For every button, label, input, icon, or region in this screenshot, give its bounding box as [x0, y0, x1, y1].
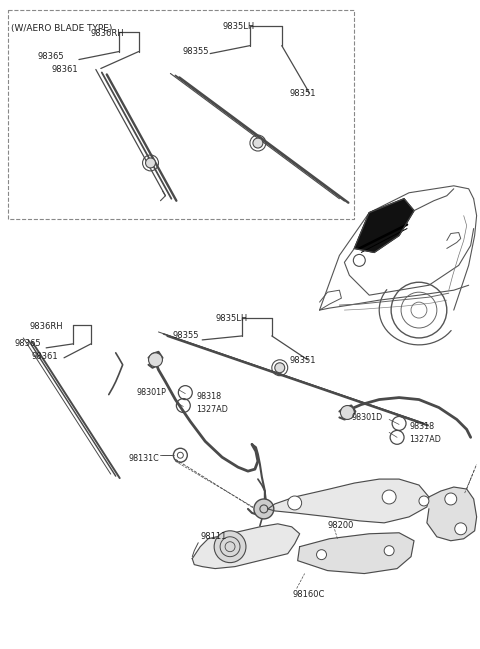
- Circle shape: [214, 531, 246, 563]
- Text: 1327AD: 1327AD: [409, 435, 441, 445]
- Text: 98351: 98351: [290, 356, 316, 365]
- Polygon shape: [268, 479, 429, 523]
- Circle shape: [253, 138, 263, 148]
- Circle shape: [445, 493, 457, 505]
- Polygon shape: [298, 533, 414, 574]
- Text: 98318: 98318: [409, 422, 434, 432]
- Circle shape: [419, 496, 429, 506]
- Circle shape: [145, 158, 156, 168]
- Circle shape: [275, 363, 285, 373]
- Text: 9835LH: 9835LH: [222, 22, 254, 31]
- Text: (W/AERO BLADE TYPE): (W/AERO BLADE TYPE): [12, 24, 113, 32]
- Circle shape: [254, 499, 274, 519]
- Polygon shape: [192, 524, 300, 569]
- Circle shape: [316, 550, 326, 559]
- Polygon shape: [354, 199, 414, 252]
- Text: 9836RH: 9836RH: [91, 29, 124, 38]
- Text: 9835LH: 9835LH: [215, 314, 247, 323]
- Text: 98365: 98365: [37, 51, 64, 60]
- Text: 98301D: 98301D: [351, 413, 383, 422]
- Circle shape: [148, 353, 162, 367]
- Text: 9836RH: 9836RH: [29, 322, 63, 331]
- Circle shape: [384, 546, 394, 556]
- Text: 1327AD: 1327AD: [196, 404, 228, 413]
- Text: 98361: 98361: [31, 352, 58, 361]
- Text: 98318: 98318: [196, 391, 221, 400]
- Circle shape: [353, 254, 365, 266]
- Text: 98365: 98365: [14, 339, 41, 348]
- Circle shape: [288, 496, 301, 510]
- Text: 98355: 98355: [182, 47, 209, 56]
- Circle shape: [455, 523, 467, 535]
- Text: 98361: 98361: [51, 64, 78, 73]
- Text: 98131C: 98131C: [129, 454, 159, 463]
- Text: 98355: 98355: [172, 331, 199, 340]
- Text: 98200: 98200: [327, 521, 354, 530]
- Circle shape: [340, 406, 354, 419]
- Polygon shape: [427, 487, 477, 541]
- Text: 98111: 98111: [200, 532, 227, 541]
- Circle shape: [382, 490, 396, 504]
- Text: 98351: 98351: [290, 90, 316, 99]
- Text: 98160C: 98160C: [293, 591, 325, 600]
- Text: 98301P: 98301P: [137, 387, 167, 397]
